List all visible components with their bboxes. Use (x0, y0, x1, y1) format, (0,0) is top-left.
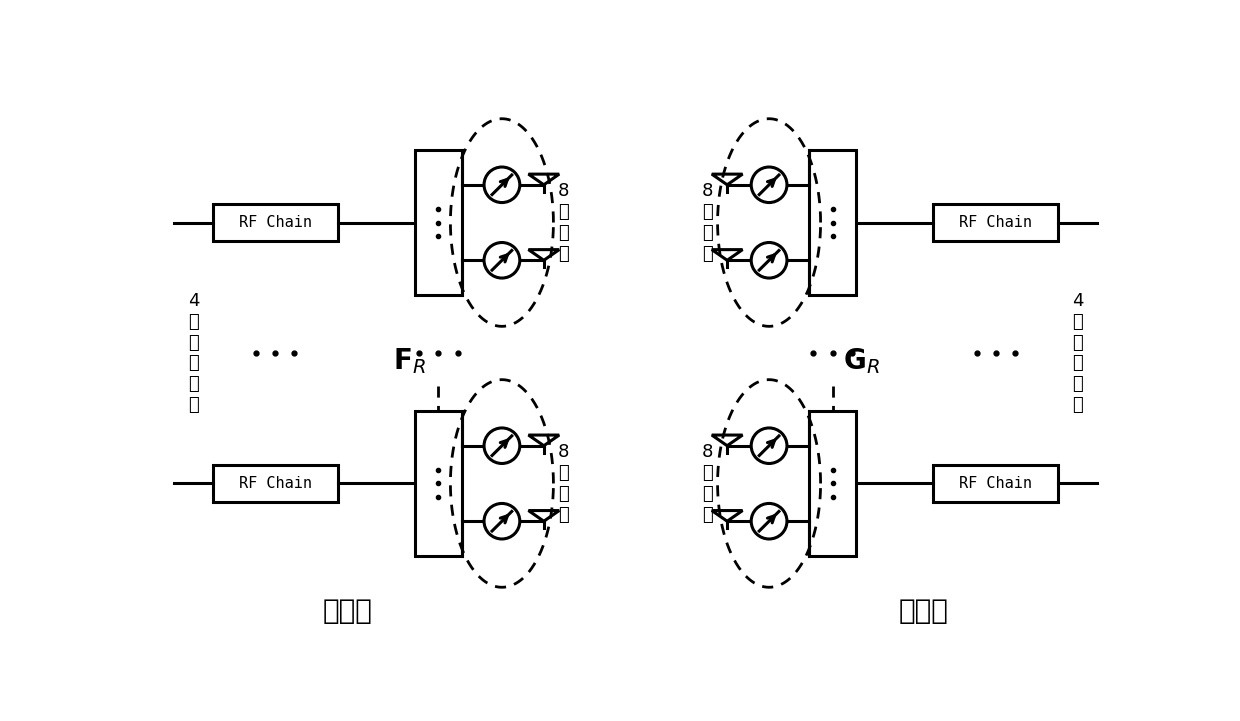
Bar (213, 205, 337, 241)
Text: RF Chain: RF Chain (960, 476, 1033, 491)
Text: RF Chain: RF Chain (238, 476, 311, 491)
Bar (213, 466, 337, 502)
Text: RF Chain: RF Chain (238, 215, 311, 230)
Ellipse shape (751, 242, 787, 278)
Text: $\mathbf{G}_{R}$: $\mathbf{G}_{R}$ (843, 346, 879, 376)
Text: 4
个
射
频
链
路: 4 个 射 频 链 路 (1071, 292, 1084, 414)
Text: RF Chain: RF Chain (960, 215, 1033, 230)
Bar (934, 466, 1059, 502)
Bar (810, 411, 856, 556)
Ellipse shape (751, 167, 787, 203)
Bar (810, 151, 856, 295)
Text: $\mathbf{F}_{R}$: $\mathbf{F}_{R}$ (393, 346, 427, 376)
Ellipse shape (751, 503, 787, 539)
Ellipse shape (484, 428, 520, 464)
Ellipse shape (484, 167, 520, 203)
Ellipse shape (484, 503, 520, 539)
Ellipse shape (751, 428, 787, 464)
Text: 接收端: 接收端 (899, 597, 949, 625)
Text: 8
根
天
线: 8 根 天 线 (702, 443, 713, 523)
Text: 8
根
天
线: 8 根 天 线 (558, 443, 569, 523)
Text: 4
个
射
频
链
路: 4 个 射 频 链 路 (187, 292, 200, 414)
Bar (934, 205, 1059, 241)
Bar (415, 411, 461, 556)
Text: 8
根
天
线: 8 根 天 线 (702, 182, 713, 262)
Ellipse shape (484, 242, 520, 278)
Text: 发射端: 发射端 (322, 597, 372, 625)
Bar (415, 151, 461, 295)
Text: 8
根
天
线: 8 根 天 线 (558, 182, 569, 262)
